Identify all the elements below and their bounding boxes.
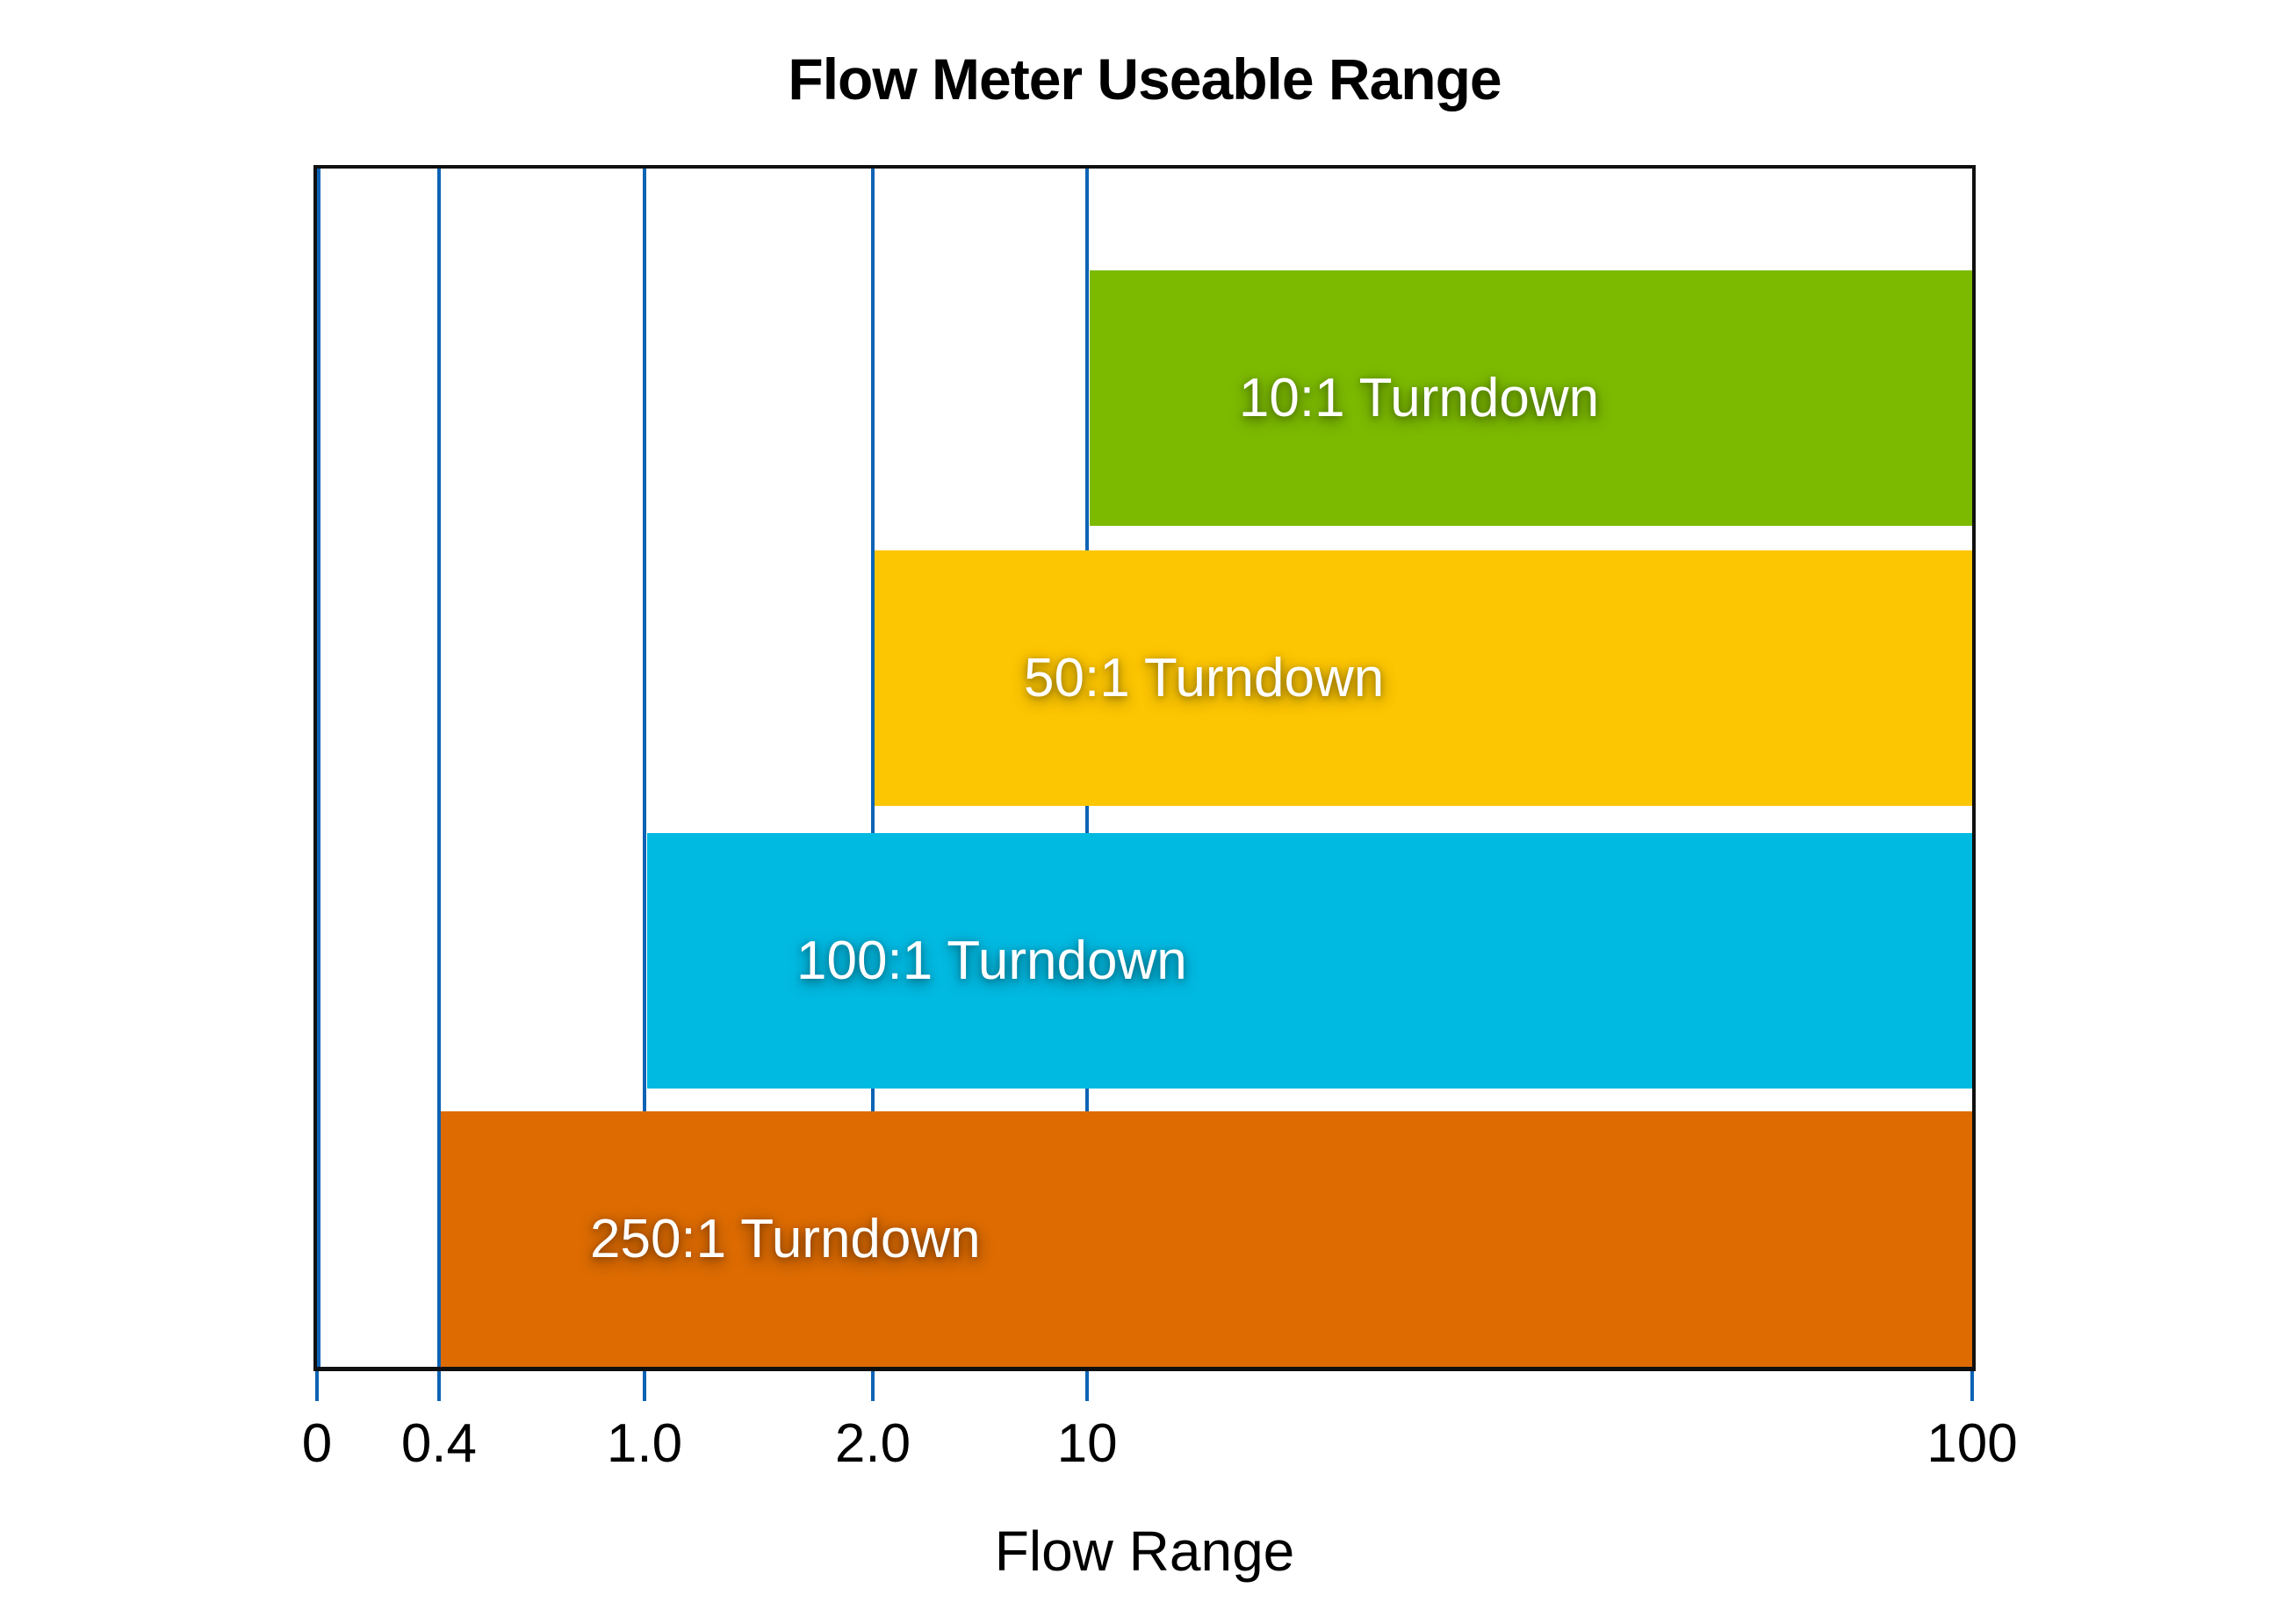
gridline [317, 169, 320, 1367]
bar-label: 50:1 Turndown [1024, 648, 1385, 709]
x-axis-tick-label: 0.4 [400, 1413, 478, 1474]
bar-label: 250:1 Turndown [589, 1208, 981, 1269]
x-axis-tick [1085, 1371, 1090, 1401]
x-axis-tick [1970, 1371, 1974, 1401]
bar-label: 10:1 Turndown [1238, 368, 1600, 429]
x-axis-tick [870, 1371, 875, 1401]
turndown-bar: 50:1 Turndown [875, 550, 1972, 807]
bar-label: 100:1 Turndown [796, 931, 1187, 992]
chart-title: Flow Meter Useable Range [788, 47, 1502, 111]
gridline [436, 169, 441, 1367]
gridline [870, 169, 875, 1367]
gridline [643, 169, 647, 1367]
x-axis-tick-label: 10 [1056, 1413, 1118, 1474]
x-axis-tick-label: 1.0 [606, 1413, 683, 1474]
x-axis-tick [643, 1371, 647, 1401]
x-axis-tick-label: 2.0 [834, 1413, 911, 1474]
x-axis-tick-label: 0 [301, 1413, 333, 1474]
plot-area: 0 0.4 1.0 2.0 10 100 10:1 Turndown 50:1 Turndow… [302, 165, 2018, 1474]
x-axis-tick-label: 100 [1927, 1413, 2018, 1474]
turndown-bar: 100:1 Turndown [647, 833, 1972, 1089]
x-axis-tick [436, 1371, 441, 1401]
turndown-bar: 10:1 Turndown [1089, 270, 1972, 527]
x-axis-tick [315, 1371, 319, 1401]
x-axis-title: Flow Range [994, 1520, 1295, 1583]
turndown-bar: 250:1 Turndown [440, 1110, 1972, 1367]
